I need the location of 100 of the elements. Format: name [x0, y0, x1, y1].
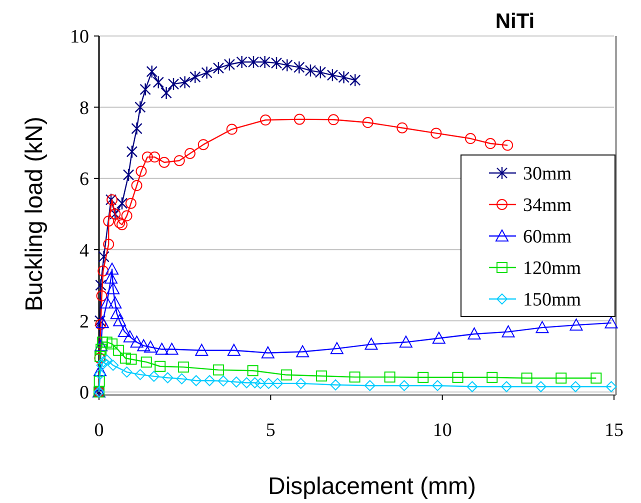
point — [113, 344, 124, 356]
point — [98, 250, 110, 264]
point — [149, 152, 160, 163]
point — [218, 375, 229, 386]
x-tick-label: 0 — [94, 420, 104, 441]
legend-label: 150mm — [523, 290, 582, 311]
x-tick-label: 10 — [432, 420, 452, 441]
point — [590, 372, 602, 384]
point — [126, 354, 137, 365]
point — [212, 364, 224, 376]
point — [184, 148, 196, 159]
point — [116, 219, 128, 230]
point — [94, 364, 107, 376]
point — [110, 307, 124, 320]
point — [501, 381, 512, 392]
point — [328, 114, 339, 126]
x-tick-label: 5 — [266, 420, 276, 441]
x-axis-title: Displacement (mm) — [268, 473, 476, 500]
point — [131, 122, 142, 136]
point — [502, 325, 515, 338]
point — [190, 70, 201, 84]
point — [384, 372, 396, 383]
point — [556, 372, 567, 384]
y-tick-label: 0 — [80, 382, 89, 404]
point — [96, 336, 108, 348]
point — [261, 346, 274, 358]
point — [174, 155, 185, 166]
point — [432, 380, 444, 392]
point — [136, 166, 147, 177]
point — [502, 140, 514, 151]
y-axis-title: Buckling load (kN) — [21, 116, 48, 312]
point — [126, 145, 138, 158]
point — [95, 318, 106, 330]
point — [224, 58, 236, 72]
point — [140, 82, 151, 96]
x-tick-label: 15 — [604, 420, 624, 441]
point — [108, 296, 122, 308]
point — [165, 342, 178, 355]
point — [162, 372, 174, 384]
point — [326, 68, 338, 82]
point — [270, 56, 282, 70]
point — [452, 372, 464, 383]
point — [134, 369, 146, 380]
point — [158, 156, 170, 168]
point — [96, 344, 107, 355]
point — [179, 76, 190, 89]
point — [330, 342, 344, 354]
point — [168, 77, 180, 91]
point — [212, 61, 224, 75]
point — [362, 117, 374, 128]
point — [131, 180, 142, 192]
y-tick-label: 8 — [80, 98, 89, 119]
point — [484, 138, 496, 150]
point — [604, 316, 618, 328]
legend-label: 30mm — [523, 164, 572, 185]
point — [294, 114, 306, 125]
point — [432, 332, 446, 344]
point — [280, 369, 292, 380]
point — [259, 55, 270, 69]
point — [94, 314, 106, 328]
point — [314, 66, 326, 79]
point — [120, 352, 131, 364]
point — [104, 272, 118, 284]
point — [396, 122, 408, 134]
point — [294, 60, 305, 74]
point — [101, 354, 112, 366]
point — [176, 373, 188, 384]
point — [154, 360, 166, 372]
legend-label: 34mm — [523, 195, 572, 216]
point — [98, 356, 109, 368]
point — [430, 128, 442, 139]
point — [125, 198, 136, 209]
point — [121, 366, 132, 378]
point — [121, 210, 132, 222]
point — [144, 340, 157, 353]
point — [464, 133, 476, 144]
point — [227, 344, 240, 356]
point — [466, 381, 478, 392]
y-tick-label: 6 — [80, 169, 89, 190]
point — [118, 324, 131, 337]
point — [106, 282, 120, 294]
point — [95, 278, 106, 292]
point — [486, 372, 498, 383]
point — [98, 265, 109, 276]
point — [296, 345, 310, 358]
point — [94, 339, 108, 352]
point — [316, 370, 327, 382]
legend-label: 60mm — [523, 226, 572, 248]
point — [103, 238, 114, 250]
point — [468, 327, 481, 340]
point — [230, 376, 242, 388]
point — [116, 196, 128, 210]
point — [521, 372, 532, 384]
point — [330, 379, 342, 390]
point — [282, 58, 293, 72]
legend-label: 120mm — [523, 258, 582, 280]
point — [236, 55, 248, 69]
point — [338, 70, 350, 84]
point — [122, 168, 134, 182]
chart-title: NiTi — [495, 10, 535, 33]
